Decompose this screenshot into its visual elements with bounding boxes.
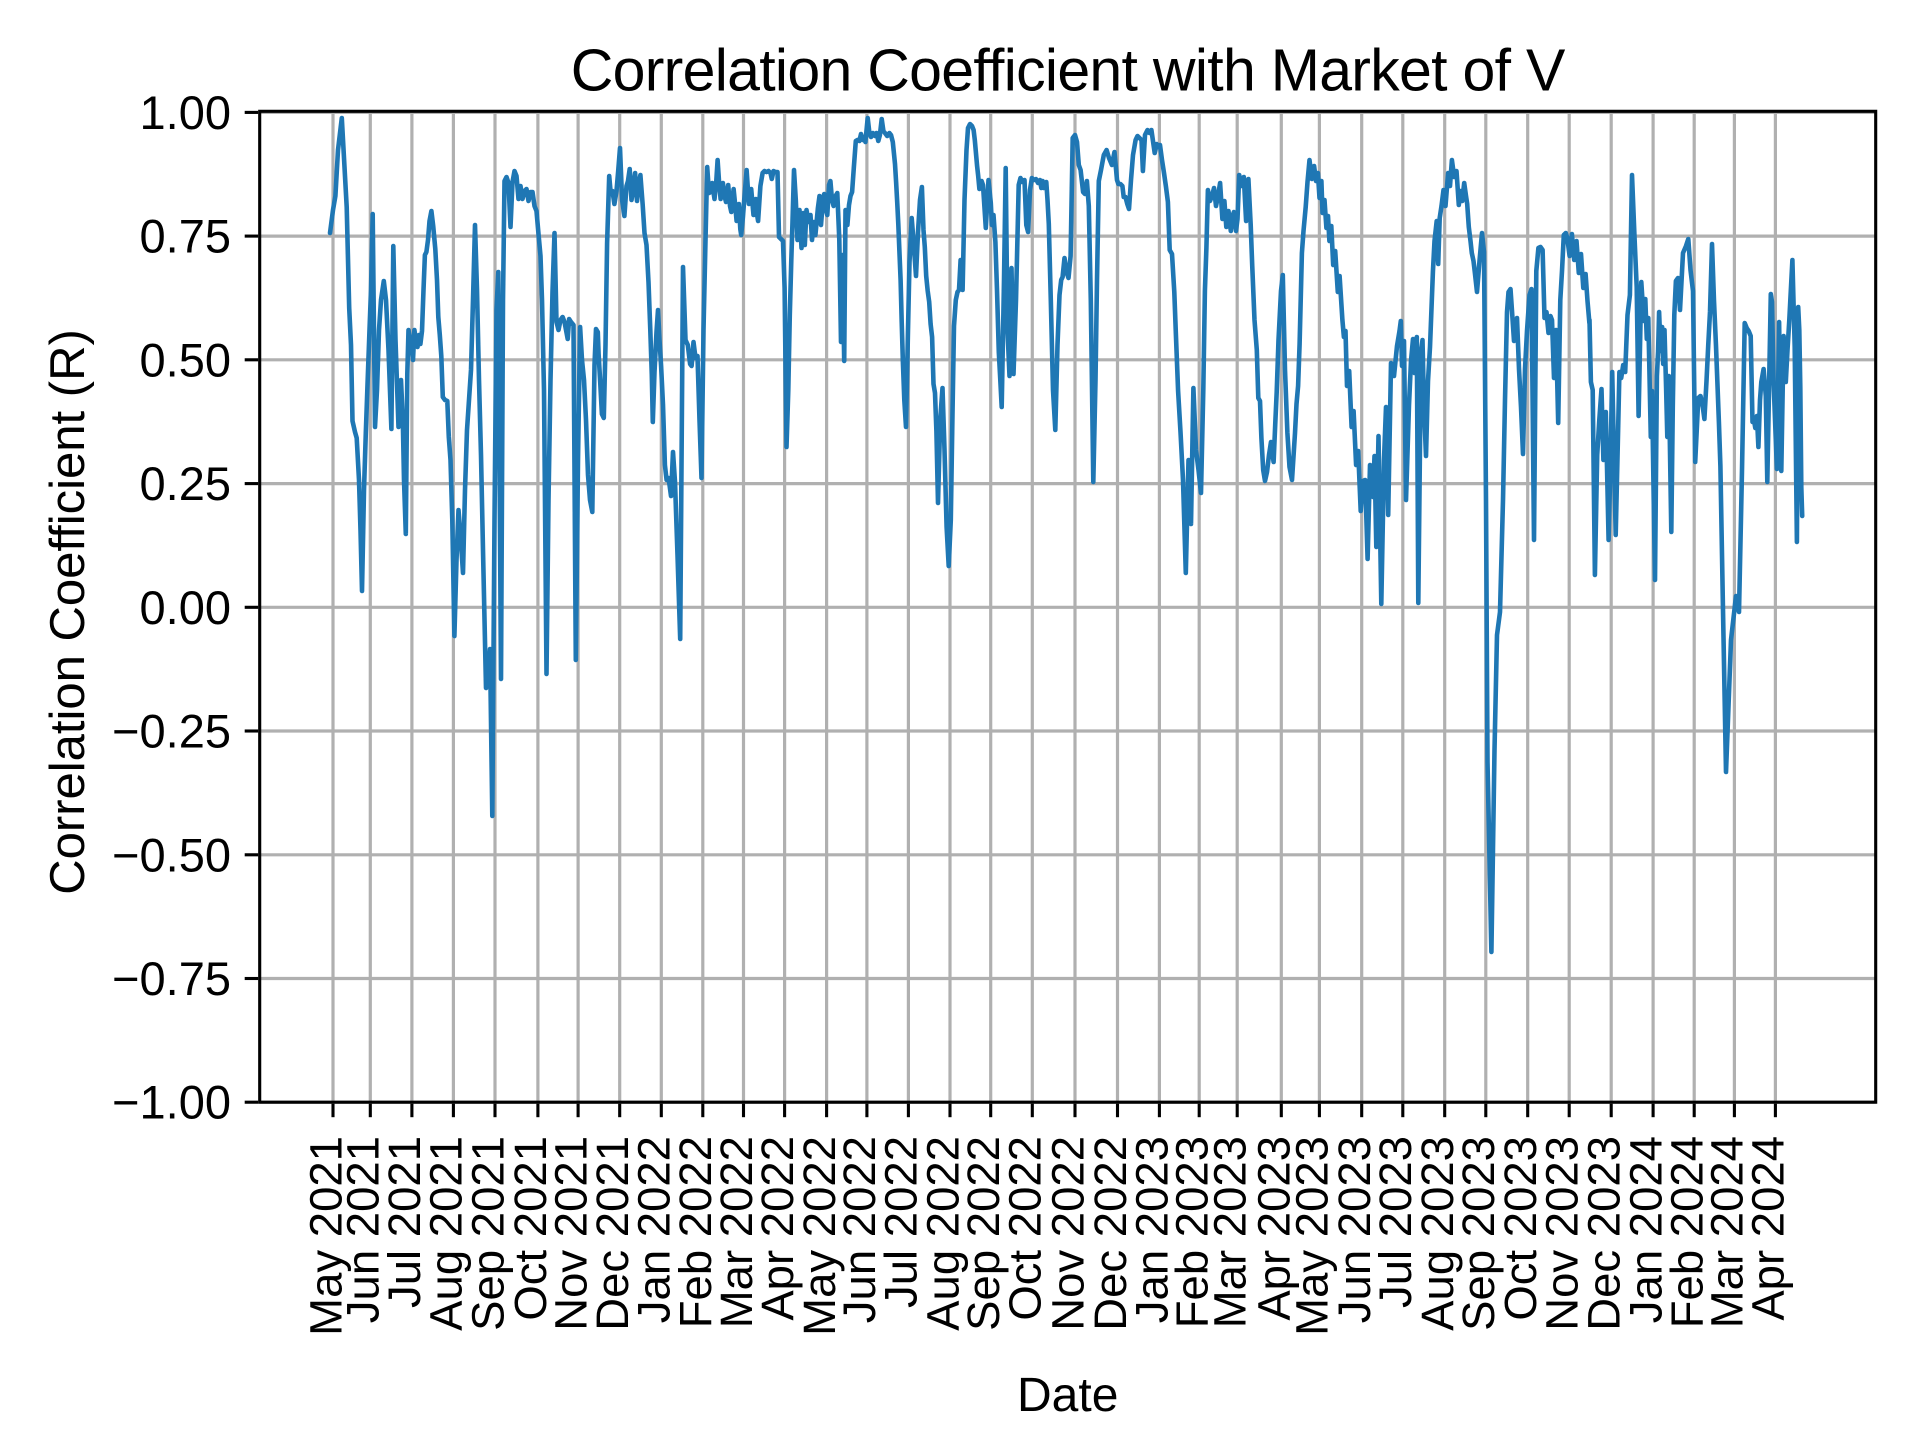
- svg-text:Sep 2022: Sep 2022: [958, 1136, 1009, 1331]
- svg-text:May 2023: May 2023: [1287, 1136, 1338, 1336]
- svg-text:Jan 2023: Jan 2023: [1127, 1136, 1178, 1323]
- svg-text:Dec 2023: Dec 2023: [1579, 1136, 1630, 1331]
- svg-text:Sep 2023: Sep 2023: [1453, 1136, 1504, 1331]
- svg-text:Jan 2024: Jan 2024: [1620, 1136, 1671, 1323]
- svg-text:May 2021: May 2021: [300, 1136, 351, 1336]
- svg-text:Feb 2023: Feb 2023: [1167, 1136, 1218, 1328]
- svg-text:Sep 2021: Sep 2021: [462, 1136, 513, 1331]
- svg-text:−0.75: −0.75: [112, 952, 231, 1005]
- svg-text:0.25: 0.25: [140, 457, 231, 510]
- svg-text:0.00: 0.00: [140, 581, 231, 634]
- svg-text:Jun 2023: Jun 2023: [1329, 1136, 1380, 1323]
- svg-text:Mar 2023: Mar 2023: [1205, 1136, 1256, 1328]
- svg-text:Aug 2022: Aug 2022: [917, 1136, 968, 1331]
- svg-text:Nov 2023: Nov 2023: [1537, 1136, 1588, 1331]
- svg-text:Jun 2022: Jun 2022: [834, 1136, 885, 1323]
- svg-text:Nov 2022: Nov 2022: [1042, 1136, 1093, 1331]
- svg-text:Apr 2024: Apr 2024: [1743, 1136, 1794, 1321]
- svg-text:Oct 2021: Oct 2021: [505, 1136, 556, 1321]
- svg-text:Jun 2021: Jun 2021: [338, 1136, 389, 1323]
- svg-text:Dec 2022: Dec 2022: [1085, 1136, 1136, 1331]
- svg-text:Nov 2021: Nov 2021: [545, 1136, 596, 1331]
- svg-text:−0.25: −0.25: [112, 705, 231, 758]
- svg-text:0.50: 0.50: [140, 333, 231, 386]
- svg-text:Apr 2023: Apr 2023: [1249, 1136, 1300, 1321]
- svg-text:Oct 2022: Oct 2022: [1000, 1136, 1051, 1321]
- svg-text:−0.50: −0.50: [112, 828, 231, 881]
- svg-text:May 2022: May 2022: [794, 1136, 845, 1336]
- svg-text:Correlation Coefficient with M: Correlation Coefficient with Market of V: [571, 38, 1566, 104]
- svg-text:Correlation Coefficient (R): Correlation Coefficient (R): [41, 329, 95, 895]
- svg-text:1.00: 1.00: [140, 86, 231, 139]
- svg-text:Apr 2022: Apr 2022: [752, 1136, 803, 1321]
- svg-text:Jul 2023: Jul 2023: [1370, 1136, 1421, 1308]
- svg-text:Jul 2021: Jul 2021: [379, 1136, 430, 1308]
- svg-text:Jul 2022: Jul 2022: [876, 1136, 927, 1308]
- svg-text:−1.00: −1.00: [112, 1076, 231, 1129]
- svg-text:Dec 2021: Dec 2021: [587, 1136, 638, 1331]
- svg-text:Jan 2022: Jan 2022: [629, 1136, 680, 1323]
- svg-text:0.75: 0.75: [140, 210, 231, 263]
- svg-text:Feb 2024: Feb 2024: [1662, 1136, 1713, 1328]
- svg-text:Aug 2021: Aug 2021: [421, 1136, 472, 1331]
- svg-text:Mar 2024: Mar 2024: [1702, 1136, 1753, 1328]
- svg-text:Aug 2023: Aug 2023: [1412, 1136, 1463, 1331]
- svg-text:Oct 2023: Oct 2023: [1495, 1136, 1546, 1321]
- svg-text:Date: Date: [1017, 1369, 1118, 1422]
- svg-text:Feb 2022: Feb 2022: [670, 1136, 721, 1328]
- svg-text:Mar 2022: Mar 2022: [711, 1136, 762, 1328]
